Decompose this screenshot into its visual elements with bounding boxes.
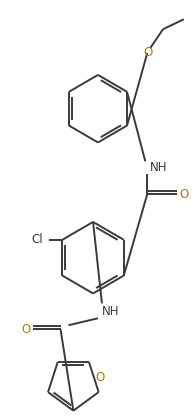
Text: O: O [95,370,104,383]
Text: O: O [21,323,31,336]
Text: O: O [144,45,153,58]
Text: NH: NH [102,305,119,318]
Text: Cl: Cl [31,233,43,246]
Text: O: O [179,188,188,201]
Text: NH: NH [150,161,168,174]
